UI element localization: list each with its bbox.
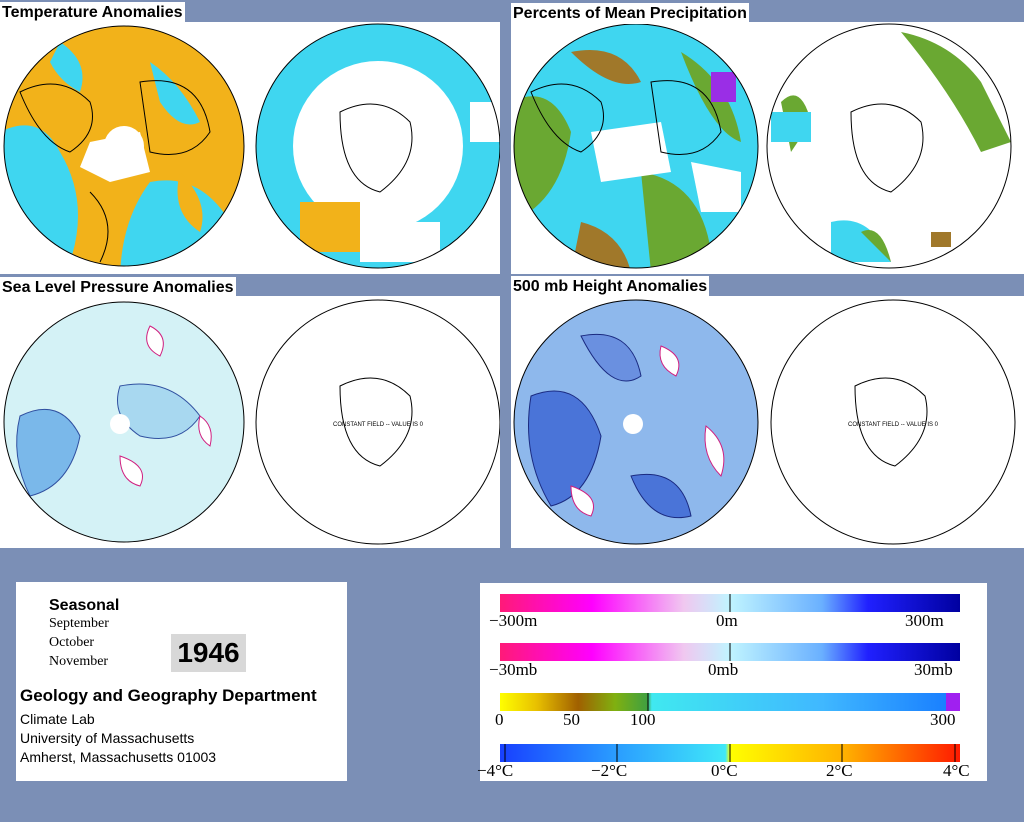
month-3: November: [49, 654, 109, 669]
height500-globe-north: [514, 300, 758, 544]
precipitation-maps: [513, 23, 1012, 269]
height500-maps: CONSTANT FIELD -- VALUE IS 0: [513, 299, 1016, 545]
temperature-globe-north: [4, 26, 244, 266]
legend-bars: [500, 594, 960, 762]
temp-2-label: 2°C: [826, 761, 853, 780]
month-2: October: [49, 635, 95, 650]
height500-title: 500 mb Height Anomalies: [511, 276, 710, 297]
slp-globe-north: [4, 302, 244, 542]
precip-0-label: 0: [495, 710, 504, 729]
temp-minus2-label: −2°C: [591, 761, 628, 780]
lab-label: Climate Lab: [20, 711, 95, 727]
temp-0-label: 0°C: [711, 761, 738, 780]
temperature-panel: [0, 22, 500, 274]
precip-50-label: 50: [563, 710, 580, 729]
height-mid-label: 0m: [716, 611, 738, 630]
height-min-label: −300m: [489, 611, 538, 630]
precipitation-panel: [511, 22, 1024, 274]
university-label: University of Massachusetts: [20, 730, 195, 746]
slp-title: Sea Level Pressure Anomalies: [0, 277, 236, 298]
temperature-globe-south: [256, 24, 500, 268]
department-label: Geology and Geography Department: [20, 686, 317, 705]
year-badge: 1946: [171, 634, 246, 672]
slp-maps: CONSTANT FIELD -- VALUE IS 0: [3, 299, 500, 545]
pressure-mid-label: 0mb: [708, 660, 739, 679]
address-label: Amherst, Massachusetts 01003: [20, 749, 217, 765]
precipitation-globe-north: [514, 24, 758, 268]
precipitation-title: Percents of Mean Precipitation: [511, 3, 749, 24]
height-max-label: 300m: [905, 611, 944, 630]
temp-minus4-label: −4°C: [477, 761, 514, 780]
precip-100-label: 100: [630, 710, 656, 729]
temperature-title: Temperature Anomalies: [0, 2, 185, 23]
month-1: September: [49, 616, 109, 631]
precip-300-label: 300: [930, 710, 956, 729]
temperature-maps: [3, 23, 500, 269]
slp-panel: CONSTANT FIELD -- VALUE IS 0: [0, 296, 500, 548]
height500-constant-field: CONSTANT FIELD -- VALUE IS 0: [848, 422, 939, 428]
pressure-max-label: 30mb: [914, 660, 953, 679]
temp-4-label: 4°C: [943, 761, 970, 780]
info-box: Seasonal September October November 1946…: [16, 582, 347, 781]
height500-panel: CONSTANT FIELD -- VALUE IS 0: [511, 296, 1024, 548]
pressure-min-label: −30mb: [489, 660, 538, 679]
precipitation-globe-south: [767, 24, 1011, 268]
precip-color-bar: [500, 693, 960, 711]
legend-box: −300m 0m 300m −30mb 0mb 30mb 0 50 100 30…: [477, 583, 987, 781]
slp-constant-field: CONSTANT FIELD -- VALUE IS 0: [333, 422, 424, 428]
period-label: Seasonal: [49, 597, 120, 614]
